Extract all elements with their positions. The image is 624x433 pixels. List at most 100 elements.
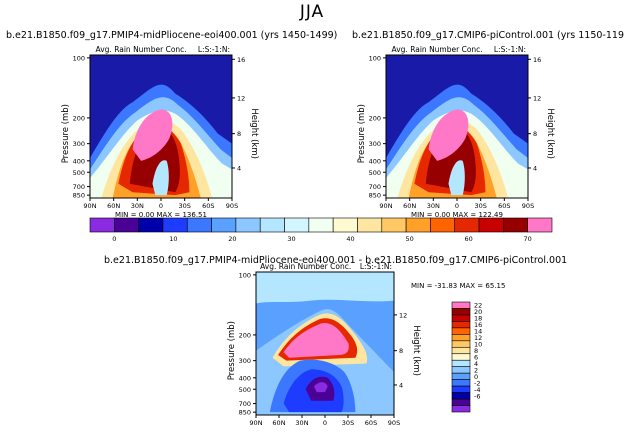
colorbar-label: 4 xyxy=(474,360,478,368)
panel1-xtick-label: 30S xyxy=(178,202,190,210)
panel3-ytick-label: 300 xyxy=(239,357,251,365)
panel3-xtick-label: 0 xyxy=(323,419,327,427)
panel3-ytick-label: 500 xyxy=(239,386,251,394)
panel1-contour-9 xyxy=(152,160,169,196)
colorbar-label: 20 xyxy=(228,235,236,243)
colorbar-swatch xyxy=(114,217,139,233)
panel2-ylabel: Pressure (mb) xyxy=(357,104,367,163)
colorbar-swatch xyxy=(451,301,471,309)
colorbar-swatch xyxy=(430,217,456,233)
panel1-ytick-label: 400 xyxy=(73,157,85,165)
figure-title: JJA xyxy=(299,2,325,22)
panel2-xtick-label: 30S xyxy=(474,202,486,210)
panel1-xtick-label: 90N xyxy=(83,202,96,210)
colorbar-label: 50 xyxy=(405,235,413,243)
colorbar-label: 70 xyxy=(524,235,532,243)
colorbar-swatch xyxy=(284,217,310,233)
panel1-ytick-label: 200 xyxy=(73,114,85,122)
colorbar-swatch xyxy=(527,217,553,233)
panel3-xtick-label: 60S xyxy=(365,419,377,427)
colorbar-label: 22 xyxy=(474,302,482,310)
panel3-y2label: Height (km) xyxy=(411,325,421,376)
colorbar-swatch xyxy=(357,217,383,233)
panel3-contour-2 xyxy=(256,272,394,304)
panel2-minmax: MIN = 0.00 MAX = 122.49 xyxy=(411,211,503,219)
panel1-xtick-label: 60N xyxy=(107,202,120,210)
panel1-y2tick-label: 8 xyxy=(237,130,241,138)
colorbar-swatch xyxy=(451,321,471,329)
panel2-y2tick-label: 8 xyxy=(533,130,537,138)
panel3-subtitle: Avg. Rain Number Conc. xyxy=(260,262,351,271)
panel3-ytick-label: 200 xyxy=(239,331,251,339)
colorbar-label: -2 xyxy=(474,379,480,387)
colorbar-label: 18 xyxy=(474,315,482,323)
panel1-y2tick-label: 4 xyxy=(237,164,241,172)
panel2-field xyxy=(386,55,528,198)
panel3-contour-9 xyxy=(313,382,328,393)
colorbar-swatch xyxy=(454,217,480,233)
panel2-xtick-label: 60N xyxy=(403,202,416,210)
panel2-corner-label: L:S:-1:N: xyxy=(494,45,526,54)
colorbar-swatch xyxy=(332,217,358,233)
panel2-ytick-label: 850 xyxy=(369,192,381,200)
panel2-subtitle: Avg. Rain Number Conc. xyxy=(392,45,483,54)
colorbar-swatch xyxy=(451,314,471,322)
colorbar-swatch xyxy=(186,217,212,233)
panel2-xtick-label: 90S xyxy=(522,202,534,210)
panel3-y2tick-label: 12 xyxy=(399,311,407,319)
colorbar-swatch xyxy=(451,334,471,342)
panel3-xtick-label: 90S xyxy=(388,419,400,427)
colorbar-swatch xyxy=(451,372,471,380)
colorbar-swatch xyxy=(451,379,471,387)
colorbar-label: 10 xyxy=(474,341,482,349)
panel1-corner-label: L:S:-1:N: xyxy=(198,45,230,54)
panel3-ytick-label: 850 xyxy=(239,409,251,417)
colorbar-swatch xyxy=(451,405,471,413)
colorbar-swatch xyxy=(211,217,237,233)
colorbar-swatch xyxy=(503,217,528,233)
panel2-ytick-label: 700 xyxy=(369,183,381,191)
panel1-ytick-label: 700 xyxy=(73,183,85,191)
panel1-xtick-label: 90S xyxy=(226,202,238,210)
colorbar-label: 60 xyxy=(464,235,472,243)
panel3-field xyxy=(256,272,394,415)
panel2-ytick-label: 400 xyxy=(369,157,381,165)
panel2-xtick-label: 60S xyxy=(498,202,510,210)
colorbar-swatch xyxy=(451,359,471,368)
panel1-title: b.e21.B1850.f09_g17.PMIP4-midPliocene-eo… xyxy=(6,30,338,41)
colorbar-swatch xyxy=(259,217,285,233)
panel3-xtick-label: 30N xyxy=(295,419,308,427)
colorbar-label: 10 xyxy=(169,235,177,243)
panel2-contour-9 xyxy=(448,160,465,196)
colorbar-label: 0 xyxy=(112,235,116,243)
panel1-ytick-label: 500 xyxy=(73,169,85,177)
colorbar-label: -4 xyxy=(474,386,480,394)
colorbar-swatch xyxy=(478,217,504,233)
panel3-ytick-label: 400 xyxy=(239,374,251,382)
panel1-y2tick-label: 12 xyxy=(237,94,245,102)
panel1-xtick-label: 0 xyxy=(159,202,163,210)
panel2-y2tick-label: 16 xyxy=(533,56,541,64)
colorbar-label: 20 xyxy=(474,308,482,316)
panel2-xtick-label: 90N xyxy=(379,202,392,210)
colorbar-label: 40 xyxy=(346,235,354,243)
panel3-xtick-label: 30S xyxy=(342,419,354,427)
colorbar-swatch xyxy=(451,392,471,400)
colorbar-swatch xyxy=(451,346,471,355)
panel3-ytick-label: 100 xyxy=(239,271,251,279)
colorbar-swatch xyxy=(405,217,431,233)
panel1-ytick-label: 850 xyxy=(73,192,85,200)
panel1-xtick-label: 60S xyxy=(202,202,214,210)
panel1-subtitle: Avg. Rain Number Conc. xyxy=(96,45,187,54)
colorbar-label: 0 xyxy=(474,373,478,381)
colorbar-swatch xyxy=(451,327,471,335)
panel1-ylabel: Pressure (mb) xyxy=(61,104,71,163)
panel3-minmax: MIN = -31.83 MAX = 65.15 xyxy=(411,282,505,290)
colorbar-label: 8 xyxy=(474,347,478,355)
colorbar-swatch xyxy=(138,217,164,233)
colorbar-swatch xyxy=(451,308,471,316)
colorbar-swatch xyxy=(451,398,471,406)
colorbar-swatch xyxy=(89,217,115,233)
panel1-ytick-label: 300 xyxy=(73,140,85,148)
